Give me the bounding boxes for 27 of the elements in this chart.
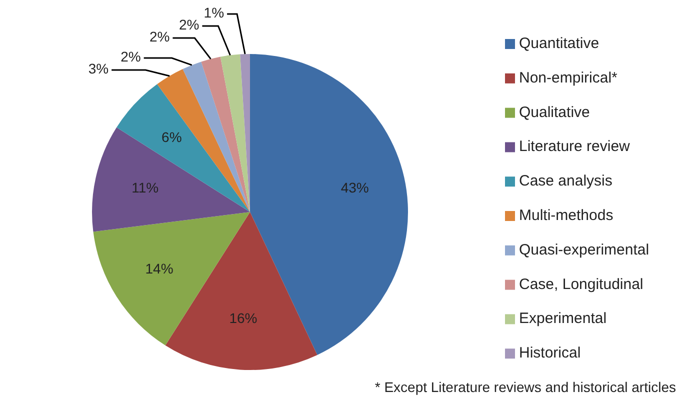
pie-slice [92, 127, 250, 232]
data-label: 2% [149, 28, 170, 45]
data-label: 16% [229, 310, 258, 326]
pie-slice [201, 56, 250, 212]
data-label: 43% [340, 179, 369, 196]
legend-label: Case analysis [519, 172, 612, 190]
legend-label: Experimental [519, 310, 607, 328]
pie-slice [220, 54, 250, 212]
legend-label: Multi-methods [519, 206, 614, 224]
data-label: 6% [162, 129, 182, 146]
text: * Except Literature reviews and historical articles [374, 379, 676, 395]
data-label: 11% [132, 179, 159, 196]
data-label: 1% [204, 4, 224, 21]
legend-label: Qualitative [519, 104, 590, 121]
pie-slice [116, 84, 250, 212]
legend-label: Quasi-experimental [519, 241, 650, 258]
data-label: 14% [145, 260, 174, 276]
data-label: 2% [120, 48, 141, 65]
legend-label: Quantitative [519, 34, 600, 52]
legend-label: Literature review [519, 138, 630, 156]
legend-label: Case, Longitudinal [519, 276, 644, 293]
pie-slice [157, 69, 250, 212]
data-label: 2% [178, 16, 200, 33]
legend-label: Historical [519, 344, 581, 362]
legend-label: Non-empirical* [519, 69, 618, 86]
pie-slice [182, 62, 250, 212]
data-label: 3% [88, 60, 109, 77]
